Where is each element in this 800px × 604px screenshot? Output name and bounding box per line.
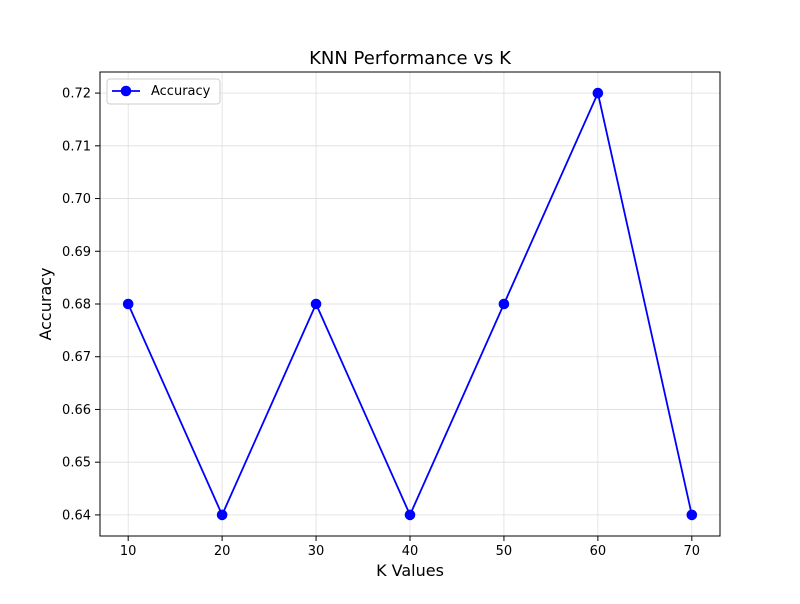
y-tick-label: 0.71 [62, 139, 91, 154]
x-tick-label: 20 [214, 544, 231, 559]
chart-title: KNN Performance vs K [309, 48, 512, 69]
y-tick-label: 0.67 [62, 350, 91, 365]
y-tick-label: 0.68 [62, 298, 91, 313]
x-tick-label: 70 [684, 544, 701, 559]
x-axis-ticks: 10 20 30 40 50 60 70 [120, 536, 700, 559]
grid-lines [100, 72, 720, 536]
y-axis-ticks: 0.64 0.65 0.66 0.67 0.68 0.69 0.70 0.71 0.72 [62, 87, 100, 523]
y-tick-label: 0.66 [62, 403, 91, 418]
y-tick-label: 0.70 [62, 192, 91, 207]
series-points [122, 87, 698, 521]
legend-point-marker [120, 85, 132, 97]
data-point [122, 298, 134, 310]
x-tick-label: 10 [120, 544, 137, 559]
y-tick-label: 0.64 [62, 508, 91, 523]
x-tick-label: 40 [402, 544, 419, 559]
y-tick-label: 0.65 [62, 456, 91, 471]
legend: Accuracy [106, 78, 221, 105]
data-point [310, 298, 322, 310]
legend-entry-accuracy: Accuracy [151, 84, 211, 99]
y-tick-label: 0.69 [62, 245, 91, 260]
y-tick-label: 0.72 [62, 87, 91, 102]
x-tick-label: 60 [590, 544, 607, 559]
data-point [404, 509, 416, 521]
y-axis-label: Accuracy [36, 267, 55, 340]
data-point [592, 87, 604, 99]
x-tick-label: 50 [496, 544, 513, 559]
legend-box [106, 78, 221, 105]
data-point [216, 509, 228, 521]
x-axis-label: K Values [376, 561, 444, 580]
data-point [498, 298, 510, 310]
data-point [686, 509, 698, 521]
x-tick-label: 30 [308, 544, 325, 559]
